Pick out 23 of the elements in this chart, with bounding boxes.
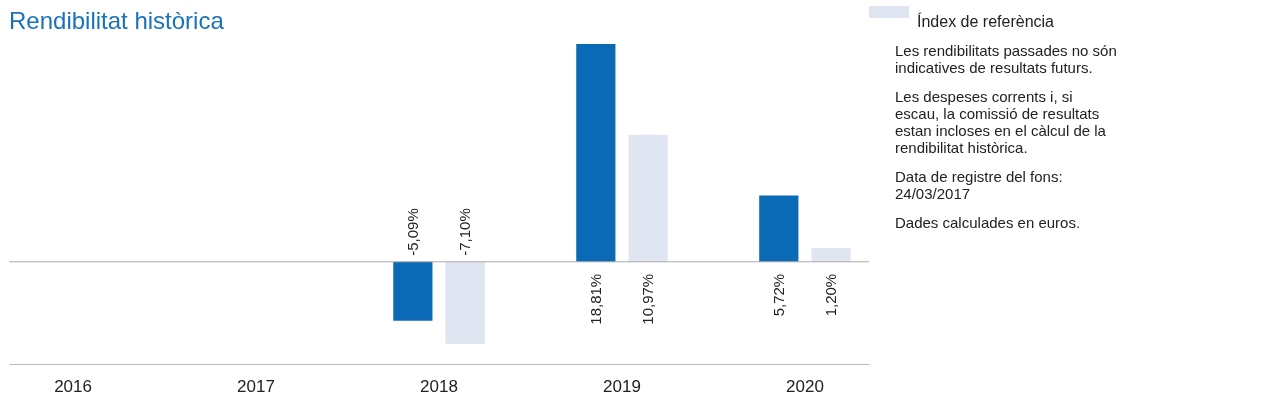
bar — [811, 247, 851, 262]
bar — [759, 195, 799, 262]
bar — [628, 134, 668, 262]
data-label: 10,97% — [639, 273, 657, 325]
text: Les despeses corrents i, si escau, la comissió de resultats estan incloses en el càlcul de la rendibilitat històrica. — [895, 88, 1107, 156]
data-label: 5,72% — [769, 273, 787, 317]
x-tick-label: 2020 — [786, 376, 824, 396]
x-tick-label: 2017 — [237, 376, 275, 396]
bar — [393, 261, 433, 321]
data-label: -5,09% — [403, 208, 421, 256]
data-label: -7,10% — [456, 208, 474, 256]
bar — [576, 44, 616, 262]
x-tick-label: 2019 — [603, 376, 641, 396]
x-tick-label: 2016 — [54, 376, 92, 396]
legend-label: Índex de referència — [917, 12, 1055, 30]
data-label: 1,20% — [822, 273, 840, 317]
data-label: 18,81% — [586, 273, 604, 325]
text: Les rendibilitats passades no són indicatives de resultats futurs. — [895, 42, 1117, 76]
chart-title: Rendibilitat històrica — [9, 7, 225, 34]
text: Dades calculades en euros. — [895, 214, 1081, 231]
x-tick-label: 2018 — [420, 376, 458, 396]
text: Data de registre del fons: 24/03/2017 — [895, 168, 1063, 202]
bar — [445, 261, 485, 344]
